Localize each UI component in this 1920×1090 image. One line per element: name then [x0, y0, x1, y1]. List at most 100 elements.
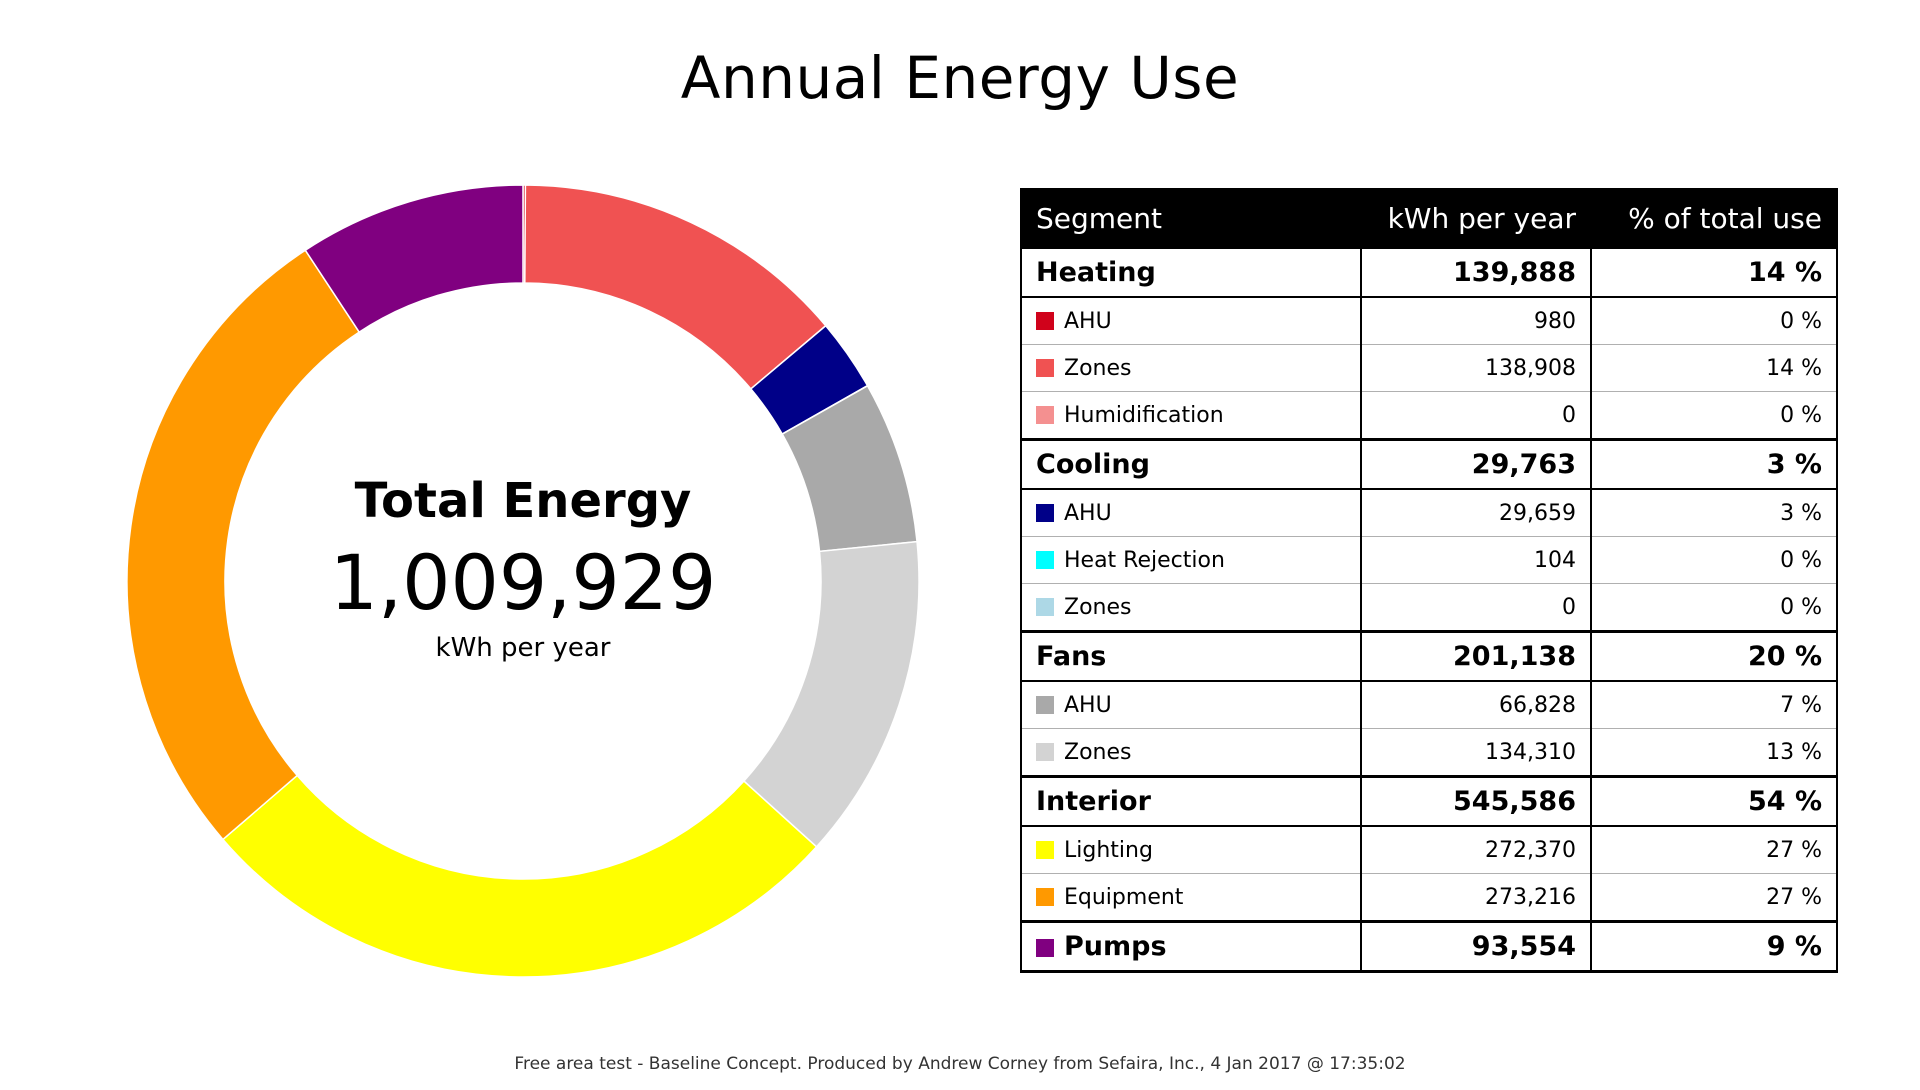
segment-cell: Zones: [1020, 344, 1362, 392]
segment-name: AHU: [1064, 308, 1112, 334]
table-row-group: Interior 545,586 54 %: [1020, 775, 1838, 827]
segment-name: Zones: [1064, 355, 1132, 381]
donut-slice-interior-lighting: [221, 774, 818, 978]
group-name-cell: Pumps: [1020, 920, 1362, 973]
chart-title: Annual Energy Use: [680, 44, 1240, 112]
segment-name: Humidification: [1064, 402, 1224, 428]
group-name: Pumps: [1064, 931, 1167, 962]
table-row: Humidification 0 0 %: [1020, 391, 1838, 440]
table-row: Zones 134,310 13 %: [1020, 728, 1838, 777]
legend-swatch: [1036, 742, 1054, 761]
total-energy-label: Total Energy: [354, 473, 692, 529]
group-name: Fans: [1036, 641, 1107, 672]
group-kwh: 29,763: [1360, 438, 1592, 490]
segment-name: AHU: [1064, 500, 1112, 526]
segment-kwh: 0: [1360, 391, 1592, 440]
segment-cell: AHU: [1020, 297, 1362, 345]
segment-cell: Humidification: [1020, 391, 1362, 440]
segment-percent: 7 %: [1590, 681, 1838, 729]
segment-percent: 3 %: [1590, 489, 1838, 537]
group-percent: 54 %: [1590, 775, 1838, 827]
segment-percent: 0 %: [1590, 536, 1838, 584]
segment-kwh: 29,659: [1360, 489, 1592, 537]
group-percent: 9 %: [1590, 920, 1838, 973]
segment-name: Equipment: [1064, 884, 1184, 910]
group-name: Cooling: [1036, 449, 1150, 480]
table-row-group: Pumps 93,554 9 %: [1020, 920, 1838, 973]
segment-kwh: 273,216: [1360, 873, 1592, 922]
header-segment: Segment: [1020, 188, 1362, 249]
donut-slice-pumps-pumps: [304, 184, 524, 334]
table-row-group: Fans 201,138 20 %: [1020, 630, 1838, 682]
segment-name: Lighting: [1064, 837, 1153, 863]
segment-kwh: 66,828: [1360, 681, 1592, 729]
header-percent: % of total use: [1590, 188, 1838, 249]
segment-percent: 0 %: [1590, 391, 1838, 440]
table-row: Heat Rejection 104 0 %: [1020, 536, 1838, 584]
segment-kwh: 134,310: [1360, 728, 1592, 777]
segment-name: Heat Rejection: [1064, 547, 1225, 573]
table-row: Zones 0 0 %: [1020, 583, 1838, 632]
group-kwh: 201,138: [1360, 630, 1592, 682]
table-row: Zones 138,908 14 %: [1020, 344, 1838, 392]
energy-table: Segment kWh per year % of total use Heat…: [1020, 188, 1838, 973]
group-percent: 14 %: [1590, 246, 1838, 298]
table-row-group: Heating 139,888 14 %: [1020, 246, 1838, 298]
segment-percent: 27 %: [1590, 873, 1838, 922]
legend-swatch: [1036, 597, 1054, 616]
segment-cell: Zones: [1020, 583, 1362, 632]
segment-percent: 0 %: [1590, 297, 1838, 345]
table-row: AHU 29,659 3 %: [1020, 489, 1838, 537]
total-energy-unit: kWh per year: [435, 633, 611, 663]
segment-name: Zones: [1064, 739, 1132, 765]
segment-cell: AHU: [1020, 489, 1362, 537]
segment-cell: Zones: [1020, 728, 1362, 777]
legend-swatch: [1036, 939, 1054, 957]
segment-kwh: 272,370: [1360, 826, 1592, 874]
footer-note: Free area test - Baseline Concept. Produ…: [514, 1054, 1406, 1074]
legend-swatch: [1036, 405, 1054, 424]
donut-slice-interior-equipment: [126, 249, 361, 841]
legend-swatch: [1036, 840, 1054, 859]
group-kwh: 139,888: [1360, 246, 1592, 298]
segment-percent: 13 %: [1590, 728, 1838, 777]
legend-swatch: [1036, 695, 1054, 714]
segment-cell: AHU: [1020, 681, 1362, 729]
segment-cell: Lighting: [1020, 826, 1362, 874]
segment-name: Zones: [1064, 594, 1132, 620]
segment-percent: 14 %: [1590, 344, 1838, 392]
legend-swatch: [1036, 887, 1054, 906]
group-name-cell: Heating: [1020, 246, 1362, 298]
table-header-row: Segment kWh per year % of total use: [1020, 188, 1838, 249]
legend-swatch: [1036, 311, 1054, 330]
segment-kwh: 0: [1360, 583, 1592, 632]
donut-center: Total Energy 1,009,929 kWh per year: [125, 183, 921, 979]
segment-cell: Heat Rejection: [1020, 536, 1362, 584]
legend-swatch: [1036, 503, 1054, 522]
legend-swatch: [1036, 358, 1054, 377]
total-energy-value: 1,009,929: [329, 538, 717, 627]
group-name-cell: Interior: [1020, 775, 1362, 827]
segment-percent: 0 %: [1590, 583, 1838, 632]
table-row: Lighting 272,370 27 %: [1020, 826, 1838, 874]
group-percent: 3 %: [1590, 438, 1838, 490]
header-kwh: kWh per year: [1360, 188, 1592, 249]
segment-percent: 27 %: [1590, 826, 1838, 874]
group-name-cell: Fans: [1020, 630, 1362, 682]
table-row: AHU 66,828 7 %: [1020, 681, 1838, 729]
segment-name: AHU: [1064, 692, 1112, 718]
group-name-cell: Cooling: [1020, 438, 1362, 490]
table-row: Equipment 273,216 27 %: [1020, 873, 1838, 922]
legend-swatch: [1036, 550, 1054, 569]
group-name: Heating: [1036, 257, 1156, 288]
segment-kwh: 104: [1360, 536, 1592, 584]
segment-kwh: 138,908: [1360, 344, 1592, 392]
group-name: Interior: [1036, 786, 1151, 817]
segment-cell: Equipment: [1020, 873, 1362, 922]
table-row: AHU 980 0 %: [1020, 297, 1838, 345]
group-percent: 20 %: [1590, 630, 1838, 682]
table-body: Heating 139,888 14 % AHU 980 0 % Zones 138,908 1…: [1020, 246, 1838, 973]
group-kwh: 93,554: [1360, 920, 1592, 973]
group-kwh: 545,586: [1360, 775, 1592, 827]
table-row-group: Cooling 29,763 3 %: [1020, 438, 1838, 490]
